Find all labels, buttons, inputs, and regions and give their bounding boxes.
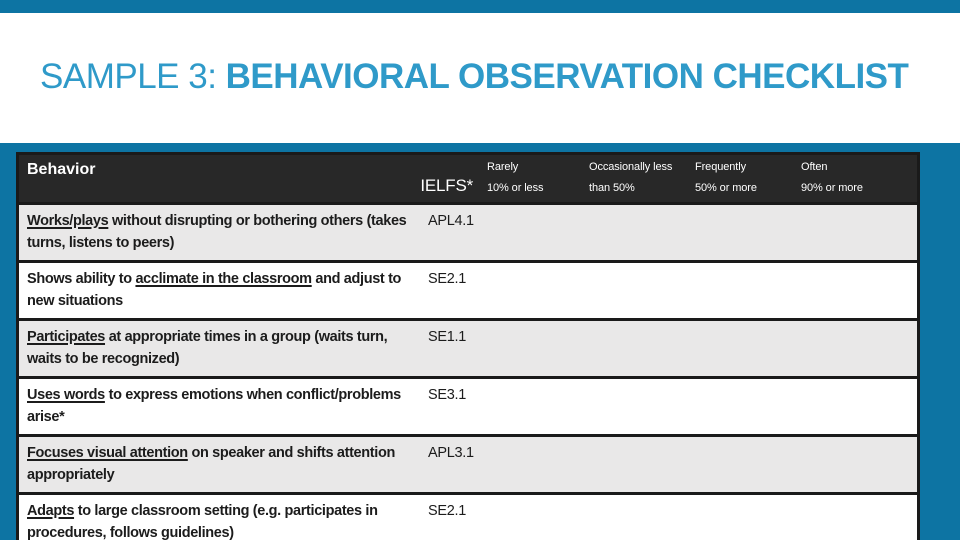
rarely-cell xyxy=(482,495,584,540)
occasionally-cell xyxy=(584,321,690,376)
behavior-text-post: at appropriate times in a group (waits t… xyxy=(27,329,388,367)
frequently-cell xyxy=(690,379,796,434)
column-header-frequently: Frequently 50% or more xyxy=(690,155,796,202)
often-cell xyxy=(796,495,917,540)
column-header-often-range: 90% or more xyxy=(801,182,863,194)
behavior-text-post: without disrupting or bothering others (… xyxy=(27,213,407,251)
behavior-text-post: on speaker and shifts attention appropri… xyxy=(27,445,395,483)
column-header-rarely-label: Rarely xyxy=(487,161,519,173)
behavior-cell: Focuses visual attention on speaker and … xyxy=(19,437,424,492)
occasionally-cell xyxy=(584,379,690,434)
behavior-text-underlined: Participates xyxy=(27,329,106,345)
table-row-acclimate: Shows ability to acclimate in the classr… xyxy=(19,260,917,318)
frequently-cell xyxy=(690,321,796,376)
table-row-focuses-attention: Focuses visual attention on speaker and … xyxy=(19,434,917,492)
behavior-text-post: and adjust to new situations xyxy=(27,271,402,309)
rarely-cell xyxy=(482,379,584,434)
often-cell xyxy=(796,437,917,492)
often-cell xyxy=(796,379,917,434)
often-cell xyxy=(796,205,917,260)
behavior-text-post: to large classroom setting (e.g. partici… xyxy=(27,503,378,540)
ielfs-code-cell: APL3.1 xyxy=(428,445,474,461)
ielfs-code-cell: SE2.1 xyxy=(428,503,466,519)
table-header-row: Behavior IELFS* Rarely 10% or less Occas… xyxy=(19,155,917,202)
table-row-participates: Participates at appropriate times in a g… xyxy=(19,318,917,376)
rarely-cell xyxy=(482,205,584,260)
column-header-occasionally-label: Occasionally less xyxy=(589,161,673,173)
column-header-frequently-range: 50% or more xyxy=(695,182,757,194)
frequently-cell xyxy=(690,437,796,492)
often-cell xyxy=(796,321,917,376)
behavior-text-underlined: Focuses visual attention xyxy=(27,445,188,461)
ielfs-code-cell: SE3.1 xyxy=(428,387,466,403)
ielfs-code-cell: APL4.1 xyxy=(428,213,474,229)
table-row-works-plays: Works/plays without disrupting or bother… xyxy=(19,202,917,260)
page-title: SAMPLE 3: BEHAVIORAL OBSERVATION CHECKLI… xyxy=(40,57,920,97)
rarely-cell xyxy=(482,263,584,318)
page-title-emphasis: BEHAVIORAL OBSERVATION CHECKLIST xyxy=(225,57,909,96)
column-header-rarely: Rarely 10% or less xyxy=(482,155,584,202)
rarely-cell xyxy=(482,321,584,376)
behavior-cell: Uses words to express emotions when conf… xyxy=(19,379,424,434)
occasionally-cell xyxy=(584,495,690,540)
rarely-cell xyxy=(482,437,584,492)
behavior-text-pre: Shows ability to xyxy=(27,271,136,287)
behavior-cell: Participates at appropriate times in a g… xyxy=(19,321,424,376)
behavior-text-underlined: Works/plays xyxy=(27,213,109,229)
occasionally-cell xyxy=(584,263,690,318)
frequently-cell xyxy=(690,263,796,318)
column-header-frequently-label: Frequently xyxy=(695,161,746,173)
slide-title-area: SAMPLE 3: BEHAVIORAL OBSERVATION CHECKLI… xyxy=(40,57,920,97)
column-header-occasionally: Occasionally less than 50% xyxy=(584,155,690,202)
behavior-cell: Works/plays without disrupting or bother… xyxy=(19,205,424,260)
behavior-text-underlined: Adapts xyxy=(27,503,75,519)
top-accent-bar xyxy=(0,0,960,13)
occasionally-cell xyxy=(584,205,690,260)
behavior-cell: Shows ability to acclimate in the classr… xyxy=(19,263,424,318)
table-row-adapts: Adapts to large classroom setting (e.g. … xyxy=(19,492,917,540)
behavior-checklist-table: Behavior IELFS* Rarely 10% or less Occas… xyxy=(16,152,920,540)
ielfs-code-cell: SE1.1 xyxy=(428,329,466,345)
behavior-text-post: to express emotions when conflict/proble… xyxy=(27,387,401,425)
page-title-prefix: SAMPLE 3: xyxy=(40,57,226,96)
occasionally-cell xyxy=(584,437,690,492)
behavior-cell: Adapts to large classroom setting (e.g. … xyxy=(19,495,424,540)
frequently-cell xyxy=(690,205,796,260)
column-header-often-label: Often xyxy=(801,161,828,173)
column-header-often: Often 90% or more xyxy=(796,155,917,202)
column-header-behavior: Behavior xyxy=(27,161,96,178)
ielfs-code-cell: SE2.1 xyxy=(428,271,466,287)
often-cell xyxy=(796,263,917,318)
behavior-text-underlined: Uses words xyxy=(27,387,105,403)
table-row-uses-words: Uses words to express emotions when conf… xyxy=(19,376,917,434)
frequently-cell xyxy=(690,495,796,540)
column-header-rarely-range: 10% or less xyxy=(487,182,544,194)
behavior-text-underlined: acclimate in the classroom xyxy=(135,271,312,287)
column-header-occasionally-range: than 50% xyxy=(589,182,635,194)
column-header-ielfs: IELFS* xyxy=(420,176,473,195)
